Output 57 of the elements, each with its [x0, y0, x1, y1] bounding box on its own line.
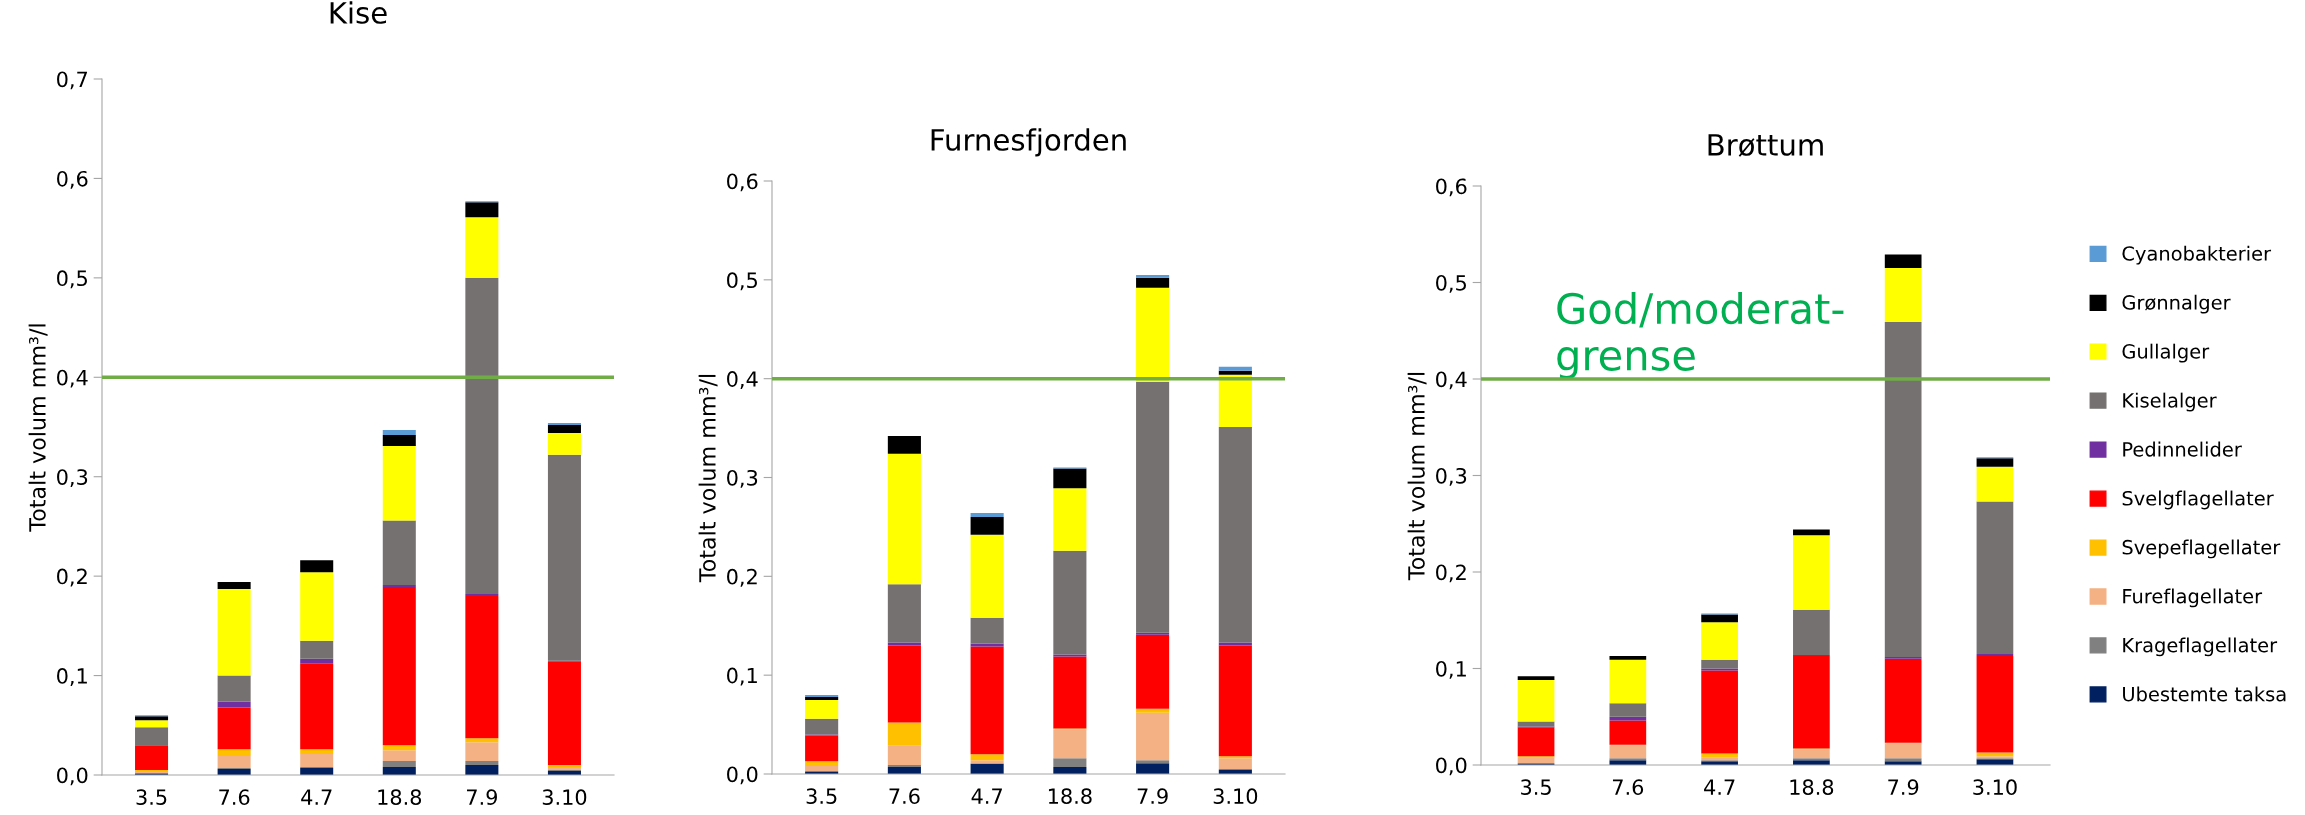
y-tick-label: 0,2	[1436, 564, 1466, 583]
legend-label: Grønnalger	[2122, 294, 2231, 314]
x-tick-label: 3.5	[136, 789, 167, 806]
x-tick-label: 4.7	[301, 789, 332, 805]
x-tick-label: 18.8	[1790, 779, 1834, 796]
y-tick-label: 0,5	[727, 272, 757, 291]
x-tick-label: 3.10	[1973, 779, 2017, 796]
legend-label: Ubestemte taksa	[2123, 686, 2286, 702]
x-tick-label: 18.8	[378, 789, 422, 806]
x-tick-label: 7.9	[1888, 779, 1919, 796]
legend-label: Gullalger	[2122, 343, 2210, 363]
x-tick-label: 7.9	[1137, 788, 1168, 805]
x-tick-label: 7.6	[219, 789, 250, 806]
x-tick-label: 3.5	[1521, 779, 1551, 796]
legend-label: Kiselalger	[2123, 392, 2217, 412]
legend-label: Krageflagellater	[2123, 637, 2278, 657]
x-tick-label: 3.10	[542, 789, 587, 806]
x-tick-label: 4.7	[971, 788, 1002, 804]
y-tick-label: 0,0	[727, 766, 758, 785]
y-tick-label: 0,0	[1436, 757, 1467, 776]
x-tick-label: 18.8	[1048, 788, 1092, 805]
y-tick-label: 0,4	[1436, 371, 1467, 390]
legend-label: Fureflagellater	[2123, 588, 2263, 608]
x-tick-label: 7.6	[889, 788, 920, 805]
x-tick-label: 3.10	[1213, 788, 1258, 805]
y-tick-label: 0,3	[727, 469, 758, 488]
y-tick-label: 0,0	[57, 767, 88, 786]
x-tick-label: 4.7	[1704, 779, 1735, 795]
ref-line-label: God/moderat- grense	[1557, 292, 1844, 379]
y-tick-label: 0,1	[57, 668, 87, 686]
y-tick-label: 0,6	[727, 173, 758, 192]
y-tick-label: 0,3	[57, 469, 88, 488]
chart-title: Brøttum	[1708, 134, 1823, 157]
x-tick-label: 7.6	[1612, 779, 1644, 796]
y-tick-label: 0,4	[57, 369, 88, 388]
y-tick-label: 0,6	[57, 170, 88, 189]
y-axis-title: Totalt volum mm³/l	[698, 374, 718, 583]
y-tick-label: 0,6	[1436, 178, 1467, 197]
x-tick-label: 3.5	[806, 788, 837, 805]
legend-label: Svelgflagellater	[2122, 490, 2274, 510]
legend-label: Cyanobakterier	[2122, 245, 2272, 265]
y-tick-label: 0,2	[727, 568, 757, 587]
y-tick-label: 0,5	[1436, 274, 1466, 293]
y-tick-label: 0,2	[57, 568, 87, 587]
legend-label: Svepeflagellater	[2122, 539, 2281, 559]
y-tick-label: 0,4	[727, 371, 758, 389]
chart-title: Furnesfjorden	[931, 128, 1126, 157]
y-axis-title: Totalt volum mm³/l	[1407, 372, 1427, 581]
y-axis-title: Totalt volum mm³/l	[28, 324, 48, 532]
x-tick-label: 7.9	[467, 789, 497, 806]
chart-title: Kise	[330, 1, 387, 24]
y-tick-label: 0,3	[1436, 467, 1467, 486]
y-tick-label: 0,1	[1436, 660, 1466, 679]
y-tick-label: 0,5	[57, 270, 87, 289]
y-tick-label: 0,1	[727, 667, 757, 686]
y-tick-label: 0,7	[57, 71, 88, 90]
legend-label: Pedinnelider	[2123, 441, 2242, 457]
